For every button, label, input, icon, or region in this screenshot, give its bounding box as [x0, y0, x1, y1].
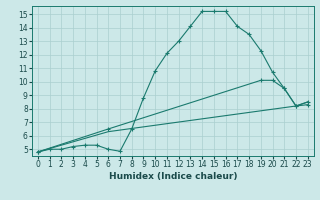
- X-axis label: Humidex (Indice chaleur): Humidex (Indice chaleur): [108, 172, 237, 181]
